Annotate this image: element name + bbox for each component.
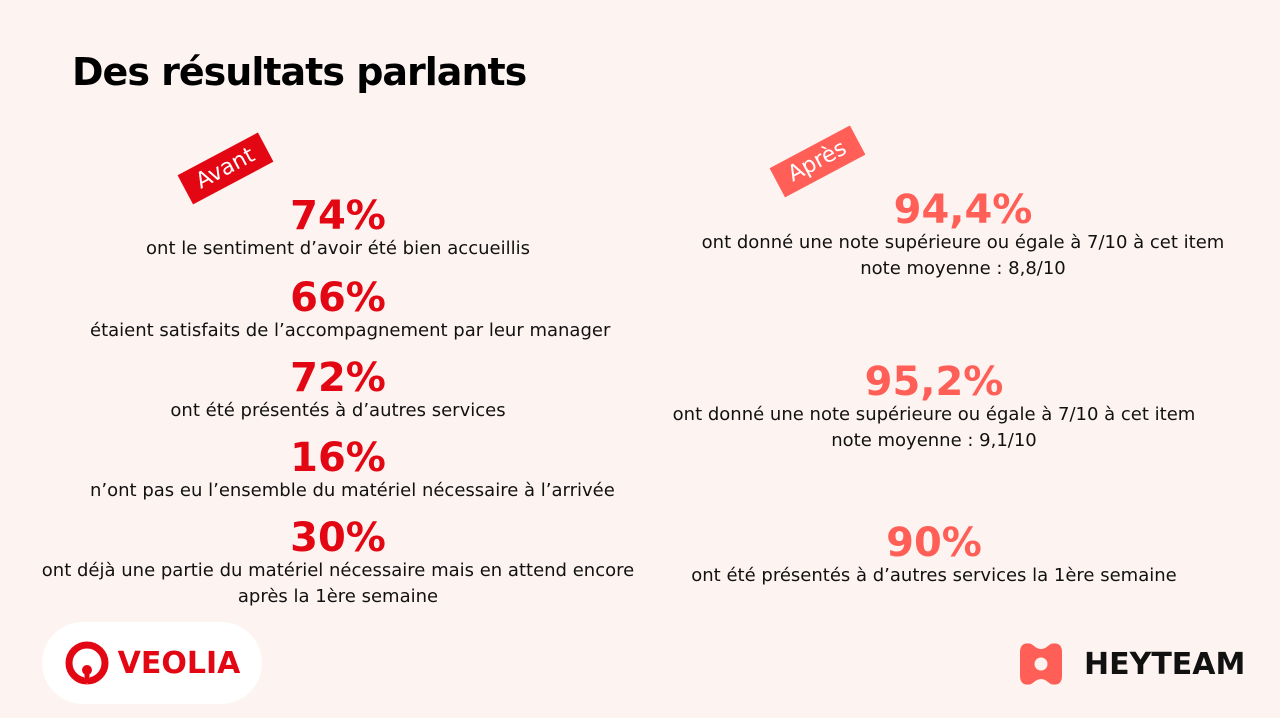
- after-tag: Après: [769, 125, 866, 198]
- stat-description: note moyenne : 9,1/10: [831, 430, 1037, 451]
- stat-description: étaient satisfaits de l’accompagnement p…: [90, 320, 611, 341]
- stat-description: ont été présentés à d’autres services: [170, 400, 506, 421]
- stat-value: 74%: [290, 193, 386, 239]
- heyteam-wordmark: HEYTEAM: [1084, 646, 1246, 682]
- after-stat-3: 90% ont été présentés à d’autres service…: [654, 523, 1214, 589]
- stat-value: 66%: [290, 275, 386, 321]
- veolia-wordmark: VEOLIA: [117, 645, 241, 681]
- heyteam-emblem-icon: [1020, 643, 1062, 685]
- stat-description: ont déjà une partie du matériel nécessai…: [41, 560, 635, 581]
- stat-value: 72%: [290, 355, 386, 401]
- stat-value: 94,4%: [893, 187, 1033, 233]
- stat-description: ont donné une note supérieure ou égale à…: [701, 232, 1225, 253]
- veolia-logo: VEOLIA: [42, 622, 262, 704]
- stat-description: n’ont pas eu l’ensemble du matériel néce…: [90, 480, 615, 501]
- stat-description: ont le sentiment d’avoir été bien accuei…: [146, 238, 530, 259]
- stat-value: 90%: [886, 520, 982, 566]
- before-stat-2: 66% étaient satisfaits de l’accompagneme…: [90, 275, 611, 344]
- before-stat-5: 30% ont déjà une partie du matériel néce…: [40, 518, 636, 610]
- stat-description: après la 1ère semaine: [237, 586, 439, 607]
- after-stat-2: 95,2% ont donné une note supérieure ou é…: [654, 362, 1214, 454]
- before-stat-1: 74% ont le sentiment d’avoir été bien ac…: [90, 196, 586, 262]
- before-stat-4: 16% n’ont pas eu l’ensemble du matériel …: [90, 435, 615, 504]
- stat-description: ont donné une note supérieure ou égale à…: [672, 404, 1196, 425]
- after-stat-1: 94,4% ont donné une note supérieure ou é…: [683, 190, 1243, 282]
- heyteam-logo: HEYTEAM: [1020, 642, 1245, 686]
- page-title: Des résultats parlants: [72, 50, 527, 94]
- before-tag: Avant: [177, 132, 274, 205]
- stat-value: 30%: [290, 515, 386, 561]
- stat-value: 95,2%: [864, 359, 1004, 405]
- stat-value: 16%: [290, 435, 386, 481]
- stat-description: ont été présentés à d’autres services la…: [691, 565, 1177, 586]
- before-stat-3: 72% ont été présentés à d’autres service…: [90, 358, 586, 424]
- veolia-emblem-icon: [65, 641, 109, 685]
- stat-description: note moyenne : 8,8/10: [860, 258, 1066, 279]
